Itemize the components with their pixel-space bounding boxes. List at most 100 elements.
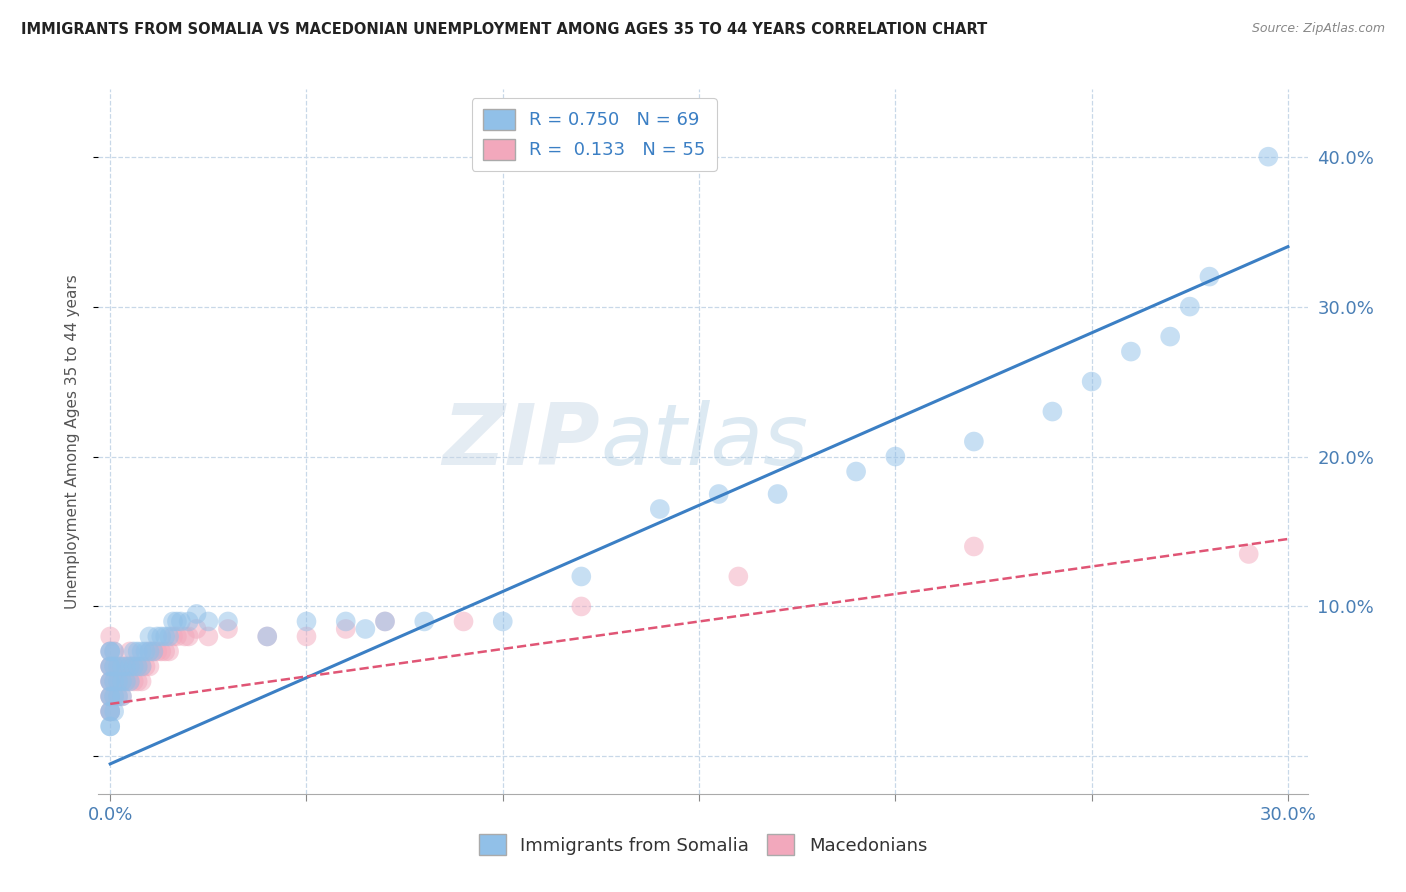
Point xyxy=(217,622,239,636)
Point xyxy=(1257,150,1279,164)
Point xyxy=(127,674,149,689)
Point xyxy=(98,674,121,689)
Point xyxy=(98,659,121,673)
Point xyxy=(98,705,121,719)
Point xyxy=(153,630,176,644)
Point xyxy=(115,674,138,689)
Point xyxy=(453,615,475,629)
Point xyxy=(186,607,208,621)
Point xyxy=(413,615,436,629)
Legend: Immigrants from Somalia, Macedonians: Immigrants from Somalia, Macedonians xyxy=(471,827,935,863)
Point xyxy=(138,630,160,644)
Point xyxy=(354,622,377,636)
Point xyxy=(103,674,125,689)
Point xyxy=(146,630,169,644)
Point xyxy=(256,630,278,644)
Point xyxy=(98,644,121,658)
Point xyxy=(98,644,121,658)
Point xyxy=(98,659,121,673)
Point xyxy=(648,502,671,516)
Point xyxy=(103,674,125,689)
Point xyxy=(131,659,153,673)
Point xyxy=(1080,375,1102,389)
Point xyxy=(107,659,129,673)
Point xyxy=(103,690,125,704)
Point xyxy=(884,450,907,464)
Point xyxy=(107,690,129,704)
Point xyxy=(98,644,121,658)
Text: atlas: atlas xyxy=(600,400,808,483)
Point xyxy=(98,719,121,733)
Point xyxy=(98,719,121,733)
Point xyxy=(131,674,153,689)
Point xyxy=(122,659,145,673)
Point xyxy=(122,674,145,689)
Point xyxy=(217,615,239,629)
Point xyxy=(115,659,138,673)
Point xyxy=(295,630,318,644)
Point xyxy=(98,705,121,719)
Point xyxy=(138,659,160,673)
Point xyxy=(963,540,986,554)
Point xyxy=(295,615,318,629)
Point xyxy=(111,659,134,673)
Point xyxy=(335,615,357,629)
Point xyxy=(173,630,195,644)
Point xyxy=(166,630,188,644)
Point xyxy=(374,615,396,629)
Point xyxy=(127,644,149,658)
Point xyxy=(131,659,153,673)
Point xyxy=(135,659,157,673)
Point xyxy=(138,644,160,658)
Point xyxy=(335,622,357,636)
Point xyxy=(103,690,125,704)
Point xyxy=(162,615,184,629)
Point xyxy=(122,659,145,673)
Point xyxy=(98,659,121,673)
Point xyxy=(111,690,134,704)
Point xyxy=(186,622,208,636)
Point xyxy=(166,615,188,629)
Point xyxy=(118,659,141,673)
Point xyxy=(177,630,200,644)
Point xyxy=(107,674,129,689)
Point xyxy=(707,487,730,501)
Point xyxy=(98,690,121,704)
Point xyxy=(153,644,176,658)
Point xyxy=(107,690,129,704)
Point xyxy=(963,434,986,449)
Point xyxy=(98,705,121,719)
Point xyxy=(111,690,134,704)
Point xyxy=(107,674,129,689)
Point xyxy=(135,644,157,658)
Point xyxy=(197,615,219,629)
Point xyxy=(98,690,121,704)
Point xyxy=(98,630,121,644)
Point xyxy=(111,659,134,673)
Point xyxy=(98,690,121,704)
Point xyxy=(131,644,153,658)
Point xyxy=(766,487,789,501)
Point xyxy=(374,615,396,629)
Point xyxy=(98,674,121,689)
Text: Source: ZipAtlas.com: Source: ZipAtlas.com xyxy=(1251,22,1385,36)
Text: ZIP: ZIP xyxy=(443,400,600,483)
Point xyxy=(170,615,193,629)
Point xyxy=(118,674,141,689)
Point xyxy=(118,674,141,689)
Point xyxy=(103,705,125,719)
Point xyxy=(118,644,141,658)
Point xyxy=(103,659,125,673)
Point xyxy=(111,674,134,689)
Point xyxy=(103,644,125,658)
Point xyxy=(1042,404,1064,418)
Point xyxy=(115,659,138,673)
Point xyxy=(256,630,278,644)
Point xyxy=(98,690,121,704)
Point xyxy=(98,705,121,719)
Point xyxy=(569,599,592,614)
Point xyxy=(177,615,200,629)
Point xyxy=(150,644,173,658)
Point xyxy=(492,615,515,629)
Point xyxy=(157,644,180,658)
